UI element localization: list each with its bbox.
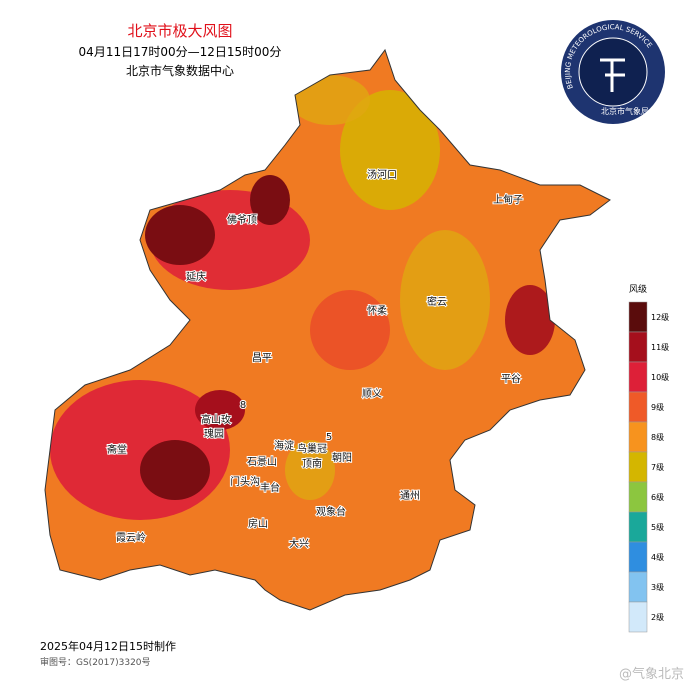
place-label: 通州 [400,490,420,502]
place-label: 霞云岭 [116,531,146,544]
legend-swatch [628,511,648,543]
legend-swatch [628,361,648,393]
legend-swatch [628,391,648,423]
legend-swatch [628,451,648,483]
place-label: 5 [326,432,332,443]
legend-swatch [628,421,648,453]
legend-label: 12级 [651,312,669,322]
place-label: 大兴 [289,537,309,550]
legend: 风级 12级 11级 10级 9级 8级 7级 6级 5级 4级 3级 2级 [628,283,669,633]
place-label: 丰台 [260,481,280,494]
place-label: 佛爷顶 [227,213,257,226]
legend-label: 10级 [651,372,669,382]
legend-swatch [628,541,648,573]
place-label: 石景山 [247,456,277,468]
place-label: 怀柔 [367,305,387,317]
place-labels: 汤河口 上甸子 佛爷顶 延庆 怀柔 密云 昌平 平谷 顺义 高山玫 瑰园 海淀 … [106,167,524,551]
legend-label: 3级 [651,582,664,592]
place-label: 上甸子 [493,193,523,206]
logo: BEIJING METEOROLOGICAL SERVICE 北京市气象局 [561,20,665,124]
title: 北京市极大风图 [127,22,232,40]
watermark: @气象北京 [619,666,684,682]
source: 北京市气象数据中心 [126,63,234,78]
place-label: 平谷 [501,373,521,385]
approval-number: 审图号：GS(2017)3320号 [40,656,151,668]
place-label: 瑰园 [204,427,224,440]
place-label: 8 [240,400,246,411]
place-label: 朝阳 [332,452,352,464]
legend-label: 8级 [651,432,664,442]
legend-swatch [628,481,648,513]
legend-label: 7级 [651,462,664,472]
place-label: 顶南 [302,457,322,470]
legend-swatch [628,301,648,333]
legend-label: 4级 [651,552,664,562]
legend-label: 5级 [651,522,664,532]
place-label: 顺义 [362,388,382,400]
legend-label: 2级 [651,612,664,622]
legend-label: 11级 [651,342,669,352]
subtitle: 04月11日17时00分—12日15时00分 [79,45,282,59]
place-label: 房山 [248,517,268,530]
legend-swatch [628,571,648,603]
place-label: 海淀 [274,439,294,452]
place-label: 斋堂 [107,443,127,456]
place-label: 鸟巢冠 [297,442,327,455]
legend-swatch [628,331,648,363]
made-time: 2025年04月12日15时制作 [40,639,176,653]
place-label: 高山玫 [201,413,231,426]
legend-label: 6级 [651,492,664,502]
place-label: 观象台 [316,505,346,518]
legend-title: 风级 [629,283,647,295]
legend-swatch [628,601,648,633]
logo-text-cn: 北京市气象局 [601,106,649,116]
place-label: 门头沟 [230,475,260,488]
place-label: 延庆 [186,270,206,283]
place-label: 密云 [427,295,447,308]
place-label: 昌平 [252,352,272,364]
place-label: 汤河口 [367,168,397,181]
legend-label: 9级 [651,402,664,412]
